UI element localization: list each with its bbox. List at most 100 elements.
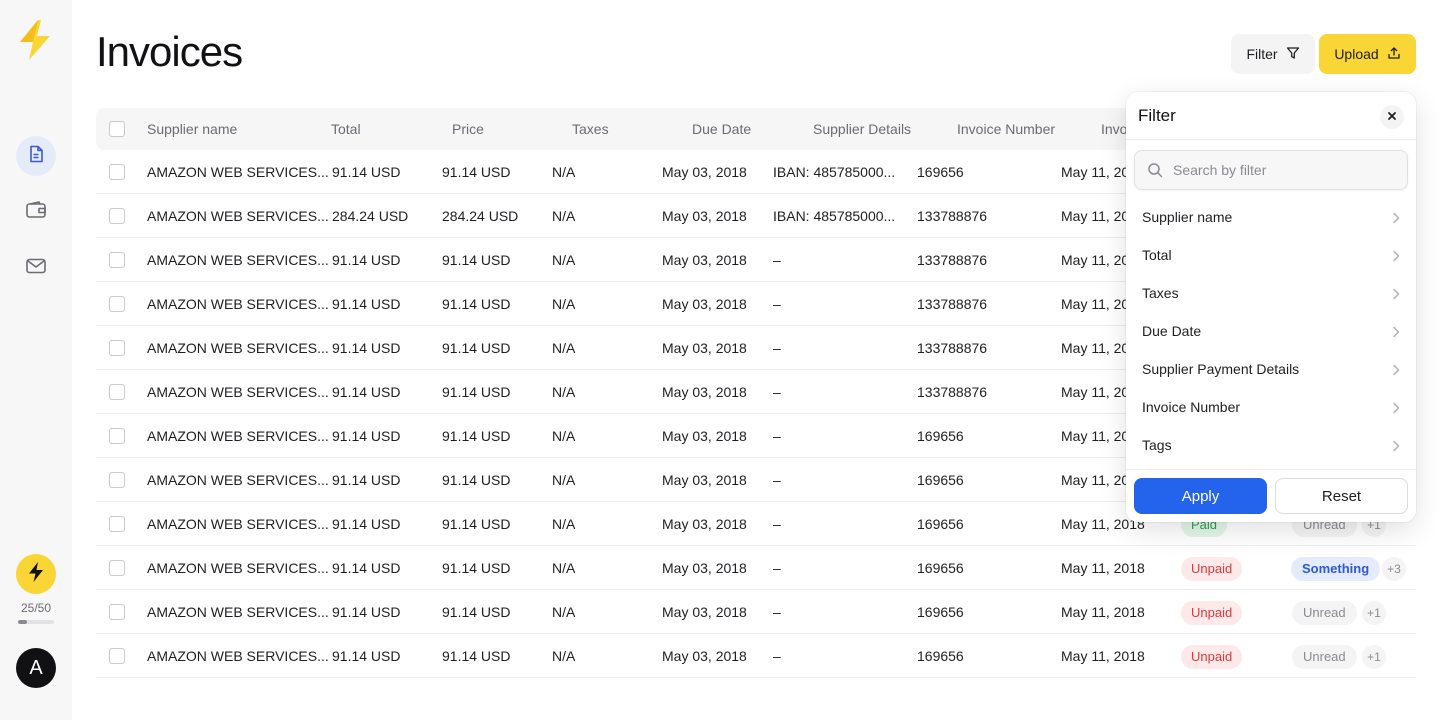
invoice-number-cell: 133788876 <box>917 296 988 312</box>
row-checkbox[interactable] <box>109 648 125 664</box>
table-row[interactable]: AMAZON WEB SERVICES... 91.14 USD 91.14 USD… <box>96 634 1416 678</box>
table-row[interactable]: AMAZON WEB SERVICES... 91.14 USD 91.14 USD… <box>96 370 1416 414</box>
total-cell: 91.14 USD <box>332 296 401 312</box>
filter-button[interactable]: Filter <box>1231 34 1315 74</box>
tag-badge[interactable]: Something <box>1291 557 1381 581</box>
invoice-date-cell: May 11, 20 <box>1061 296 1130 312</box>
table-row[interactable]: AMAZON WEB SERVICES... 91.14 USD 91.14 USD… <box>96 546 1416 590</box>
column-header-supplier-details[interactable]: Supplier Details <box>813 121 912 137</box>
lightning-bolt-logo[interactable] <box>16 18 56 62</box>
invoices-table: Supplier name Total Price Taxes Due Date… <box>96 108 1416 678</box>
due-date-cell: May 03, 2018 <box>662 296 747 312</box>
total-cell: 91.14 USD <box>332 560 401 576</box>
table-row[interactable]: AMAZON WEB SERVICES... 91.14 USD 91.14 USD… <box>96 590 1416 634</box>
column-header-due-date[interactable]: Due Date <box>692 121 752 137</box>
table-row[interactable]: AMAZON WEB SERVICES... 91.14 USD 91.14 USD… <box>96 326 1416 370</box>
table-body: AMAZON WEB SERVICES... 91.14 USD 91.14 USD… <box>96 150 1416 678</box>
supplier-details-cell: – <box>773 648 781 664</box>
column-header-total[interactable]: Total <box>331 121 361 137</box>
filter-option[interactable]: Total <box>1126 236 1416 274</box>
column-header-taxes[interactable]: Taxes <box>572 121 609 137</box>
price-cell: 91.14 USD <box>442 648 511 664</box>
supplier-name-cell: AMAZON WEB SERVICES... <box>147 472 329 488</box>
due-date-cell: May 03, 2018 <box>662 516 747 532</box>
filter-option[interactable]: Taxes <box>1126 274 1416 312</box>
row-checkbox[interactable] <box>109 384 125 400</box>
supplier-details-cell: – <box>773 604 781 620</box>
close-button[interactable] <box>1380 105 1404 129</box>
upload-button[interactable]: Upload <box>1319 34 1416 74</box>
column-header-supplier-name[interactable]: Supplier name <box>147 121 238 137</box>
supplier-name-cell: AMAZON WEB SERVICES... <box>147 384 329 400</box>
more-tags-badge[interactable]: +1 <box>1362 601 1386 625</box>
filter-option-label: Supplier name <box>1142 209 1233 225</box>
row-checkbox[interactable] <box>109 208 125 224</box>
column-header-price[interactable]: Price <box>452 121 484 137</box>
tag-badge[interactable]: Unread <box>1292 601 1357 625</box>
supplier-details-cell: – <box>773 516 781 532</box>
table-row[interactable]: AMAZON WEB SERVICES... 91.14 USD 91.14 USD… <box>96 458 1416 502</box>
taxes-cell: N/A <box>552 384 576 400</box>
invoice-date-cell: May 11, 2018 <box>1061 516 1145 532</box>
supplier-name-cell: AMAZON WEB SERVICES... <box>147 648 329 664</box>
taxes-cell: N/A <box>552 164 576 180</box>
row-checkbox[interactable] <box>109 252 125 268</box>
upload-button-label: Upload <box>1334 46 1379 62</box>
status-badge: Unpaid <box>1181 645 1243 669</box>
row-checkbox[interactable] <box>109 560 125 576</box>
supplier-name-cell: AMAZON WEB SERVICES... <box>147 208 329 224</box>
price-cell: 91.14 USD <box>442 164 511 180</box>
search-icon <box>1147 162 1163 183</box>
supplier-name-cell: AMAZON WEB SERVICES... <box>147 428 329 444</box>
chevron-right-icon <box>1392 249 1400 265</box>
supplier-details-cell: – <box>773 340 781 356</box>
row-checkbox[interactable] <box>109 472 125 488</box>
chevron-right-icon <box>1392 439 1400 455</box>
filter-option[interactable]: Supplier Payment Details <box>1126 350 1416 388</box>
column-header-invoice-date[interactable]: Invo <box>1101 121 1128 137</box>
apply-button[interactable]: Apply <box>1134 478 1267 514</box>
filter-option[interactable]: Supplier name <box>1126 198 1416 236</box>
filter-option-label: Tags <box>1142 437 1172 453</box>
supplier-details-cell: – <box>773 560 781 576</box>
nav-wallet[interactable] <box>16 192 56 232</box>
total-cell: 91.14 USD <box>332 164 401 180</box>
row-checkbox[interactable] <box>109 164 125 180</box>
avatar[interactable]: A <box>16 648 56 688</box>
more-tags-badge[interactable]: +1 <box>1362 645 1386 669</box>
divider <box>1126 469 1416 470</box>
reset-button[interactable]: Reset <box>1275 478 1408 514</box>
tag-badge[interactable]: Unread <box>1292 645 1357 669</box>
select-all-checkbox[interactable] <box>109 121 125 137</box>
table-row[interactable]: AMAZON WEB SERVICES... 91.14 USD 91.14 USD… <box>96 238 1416 282</box>
table-row[interactable]: AMAZON WEB SERVICES... 91.14 USD 91.14 USD… <box>96 150 1416 194</box>
row-checkbox[interactable] <box>109 516 125 532</box>
supplier-name-cell: AMAZON WEB SERVICES... <box>147 164 329 180</box>
mail-icon <box>25 256 47 281</box>
filter-option-label: Supplier Payment Details <box>1142 361 1300 377</box>
chevron-right-icon <box>1392 325 1400 341</box>
nav-mail[interactable] <box>16 248 56 288</box>
chevron-right-icon <box>1392 401 1400 417</box>
more-tags-badge[interactable]: +3 <box>1382 557 1406 581</box>
column-header-invoice-number[interactable]: Invoice Number <box>957 121 1056 137</box>
table-row[interactable]: AMAZON WEB SERVICES... 91.14 USD 91.14 USD… <box>96 282 1416 326</box>
filter-option[interactable]: Due Date <box>1126 312 1416 350</box>
wallet-icon <box>25 200 47 225</box>
nav-invoices[interactable] <box>16 136 56 176</box>
invoice-number-cell: 133788876 <box>917 340 988 356</box>
filter-option[interactable]: Tags <box>1126 426 1416 464</box>
total-cell: 284.24 USD <box>332 208 409 224</box>
invoice-number-cell: 133788876 <box>917 252 988 268</box>
row-checkbox[interactable] <box>109 296 125 312</box>
invoice-date-cell: May 11, 2018 <box>1061 560 1145 576</box>
table-row[interactable]: AMAZON WEB SERVICES... 284.24 USD 284.24 U… <box>96 194 1416 238</box>
table-row[interactable]: AMAZON WEB SERVICES... 91.14 USD 91.14 USD… <box>96 414 1416 458</box>
row-checkbox[interactable] <box>109 340 125 356</box>
supplier-name-cell: AMAZON WEB SERVICES... <box>147 340 329 356</box>
filter-search-input[interactable] <box>1173 151 1401 189</box>
row-checkbox[interactable] <box>109 604 125 620</box>
filter-option[interactable]: Invoice Number <box>1126 388 1416 426</box>
credits-button[interactable] <box>16 554 56 594</box>
row-checkbox[interactable] <box>109 428 125 444</box>
